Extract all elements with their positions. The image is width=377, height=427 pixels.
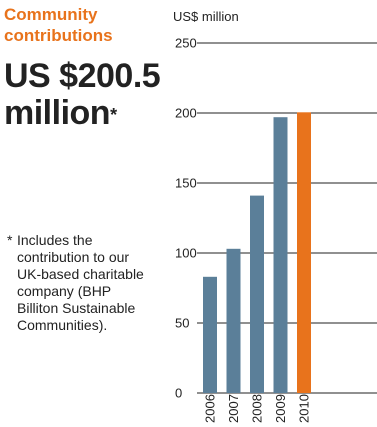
bars bbox=[203, 112, 311, 394]
x-tick-label-2009: 2009 bbox=[273, 394, 288, 423]
y-tick-labels: 0 50 100 150 200 250 bbox=[175, 36, 197, 401]
bar-chart: US$ million 0 50 100 150 200 250 2006 2007 2008… bbox=[170, 0, 377, 427]
bar-2006 bbox=[203, 276, 217, 393]
headline-amount: US $200.5 million* bbox=[4, 58, 174, 132]
x-tick-label-2007: 2007 bbox=[226, 394, 241, 423]
y-axis-unit-label: US$ million bbox=[173, 9, 239, 24]
x-tick-label-2006: 2006 bbox=[203, 394, 218, 423]
x-tick-label-2010: 2010 bbox=[297, 394, 312, 423]
y-tick-label-100: 100 bbox=[175, 246, 197, 261]
section-title: Community contributions bbox=[4, 5, 113, 45]
bar-2008 bbox=[250, 195, 264, 393]
footnote-marker: * bbox=[110, 105, 117, 125]
y-tick-label-250: 250 bbox=[175, 36, 197, 51]
bar-2007 bbox=[226, 248, 241, 393]
bar-chart-svg: US$ million 0 50 100 150 200 250 2006 2007 2008… bbox=[173, 9, 377, 423]
x-tick-labels: 2006 2007 2008 2009 2010 bbox=[203, 394, 312, 423]
footnote-star: * bbox=[7, 232, 13, 248]
y-tick-label-0: 0 bbox=[175, 386, 182, 401]
headline-amount-text: US $200.5 million bbox=[4, 57, 161, 132]
footnote-text: Includes the contribution to our UK-base… bbox=[17, 232, 144, 333]
summary-panel: Community contributions US $200.5 millio… bbox=[0, 0, 175, 427]
footnote: * Includes the contribution to our UK-bas… bbox=[7, 232, 147, 334]
y-tick-label-200: 200 bbox=[175, 106, 197, 121]
bar-2009 bbox=[273, 117, 288, 393]
y-tick-label-50: 50 bbox=[175, 316, 189, 331]
y-tick-label-150: 150 bbox=[175, 176, 197, 191]
x-tick-label-2008: 2008 bbox=[250, 394, 265, 423]
bar-2010 bbox=[297, 112, 311, 394]
